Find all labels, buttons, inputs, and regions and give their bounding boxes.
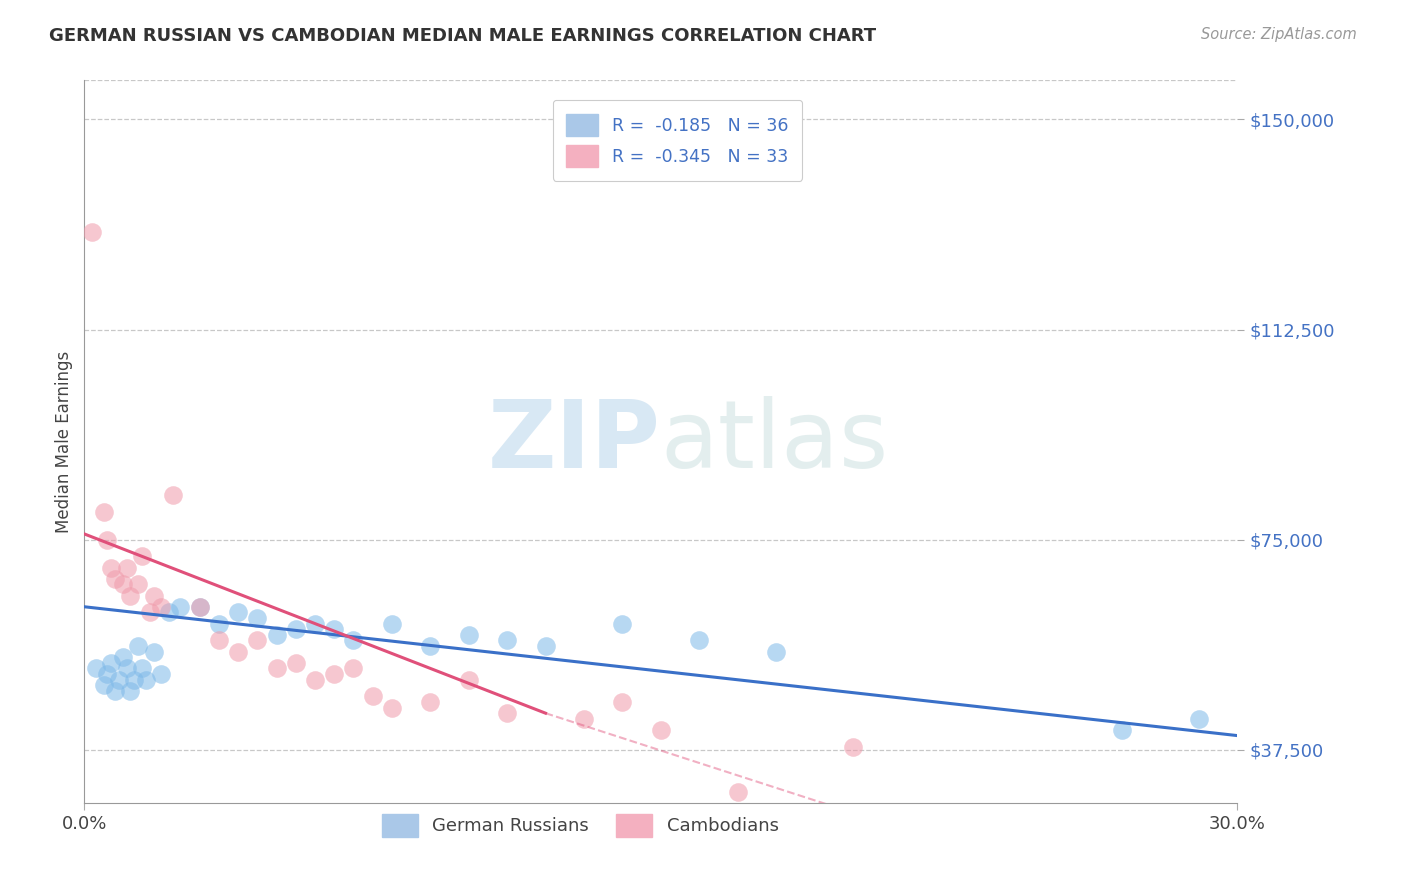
Point: [115, 560, 138, 574]
Text: atlas: atlas: [661, 395, 889, 488]
Point: [80, 225, 103, 239]
Point: [131, 661, 153, 675]
Point: [127, 639, 149, 653]
Point: [100, 560, 122, 574]
Point: [246, 633, 269, 648]
Y-axis label: Median Male Earnings: Median Male Earnings: [55, 351, 73, 533]
Point: [124, 673, 146, 687]
Point: [650, 723, 672, 737]
Point: [612, 695, 634, 709]
Point: [323, 667, 346, 681]
Point: [104, 683, 127, 698]
Point: [342, 633, 364, 648]
Point: [342, 661, 364, 675]
Point: [188, 599, 211, 614]
Point: [84, 661, 107, 675]
Point: [381, 700, 404, 714]
Point: [246, 611, 269, 625]
Point: [142, 589, 165, 603]
Point: [572, 712, 595, 726]
Point: [96, 533, 118, 547]
Point: [120, 589, 142, 603]
Point: [104, 572, 127, 586]
Point: [150, 599, 173, 614]
Point: [150, 667, 173, 681]
Point: [93, 678, 115, 692]
Point: [284, 656, 307, 670]
Legend: German Russians, Cambodians: German Russians, Cambodians: [374, 806, 786, 845]
Point: [727, 784, 749, 798]
Point: [142, 644, 165, 658]
Point: [131, 549, 153, 564]
Point: [419, 639, 441, 653]
Point: [188, 599, 211, 614]
Point: [108, 673, 131, 687]
Point: [157, 606, 180, 620]
Point: [457, 628, 479, 642]
Point: [100, 656, 122, 670]
Point: [127, 577, 149, 591]
Point: [1188, 712, 1211, 726]
Point: [534, 639, 557, 653]
Point: [266, 661, 288, 675]
Point: [111, 650, 134, 665]
Point: [115, 661, 138, 675]
Point: [226, 606, 249, 620]
Point: [419, 695, 441, 709]
Point: [457, 673, 479, 687]
Point: [612, 616, 634, 631]
Text: Source: ZipAtlas.com: Source: ZipAtlas.com: [1201, 27, 1357, 42]
Text: GERMAN RUSSIAN VS CAMBODIAN MEDIAN MALE EARNINGS CORRELATION CHART: GERMAN RUSSIAN VS CAMBODIAN MEDIAN MALE …: [49, 27, 876, 45]
Point: [120, 683, 142, 698]
Text: ZIP: ZIP: [488, 395, 661, 488]
Point: [323, 622, 346, 636]
Point: [304, 673, 326, 687]
Point: [162, 488, 184, 502]
Point: [138, 606, 160, 620]
Point: [93, 504, 115, 518]
Point: [496, 706, 519, 721]
Point: [361, 690, 384, 704]
Point: [96, 667, 118, 681]
Point: [284, 622, 307, 636]
Point: [226, 644, 249, 658]
Point: [208, 616, 231, 631]
Point: [1111, 723, 1133, 737]
Point: [135, 673, 157, 687]
Point: [496, 633, 519, 648]
Point: [208, 633, 231, 648]
Point: [765, 644, 787, 658]
Point: [169, 599, 191, 614]
Point: [842, 739, 865, 754]
Point: [304, 616, 326, 631]
Point: [266, 628, 288, 642]
Point: [111, 577, 134, 591]
Point: [381, 616, 404, 631]
Point: [688, 633, 710, 648]
